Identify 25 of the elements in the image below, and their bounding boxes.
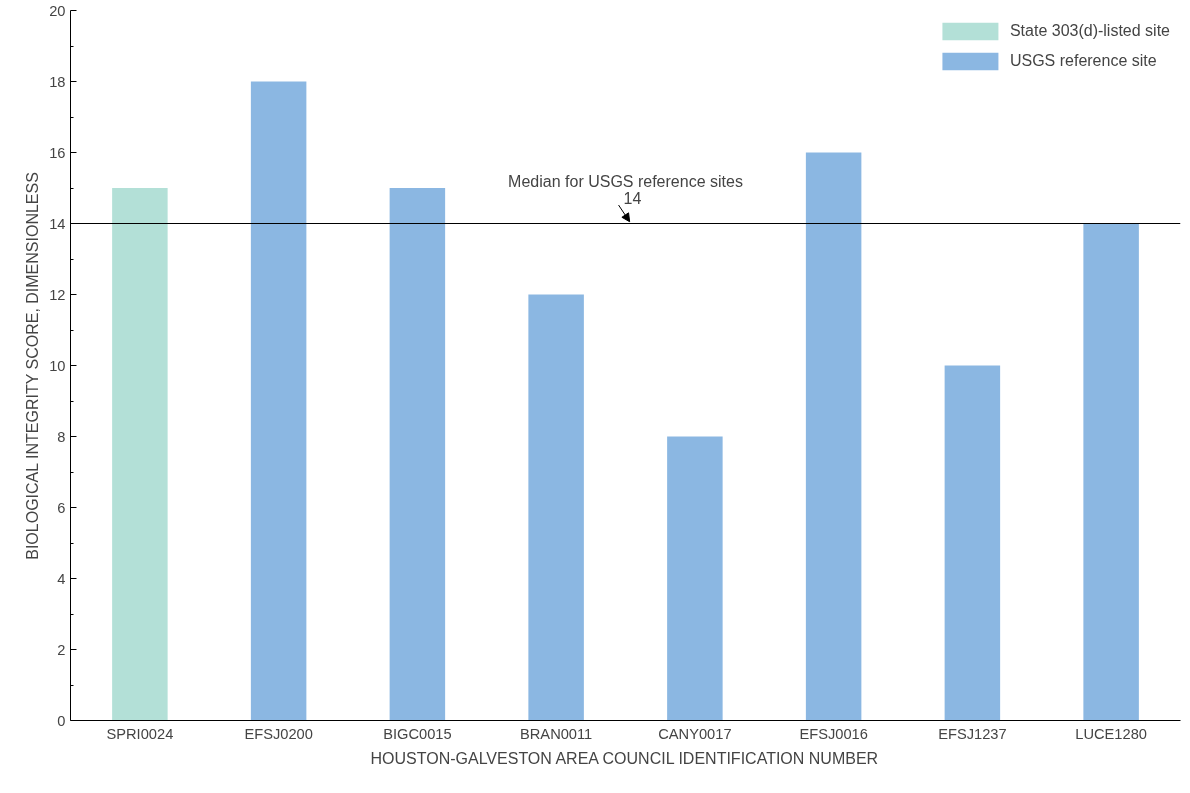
legend-label: USGS reference site (1009, 52, 1157, 70)
x-tick-label: SPRI0024 (106, 725, 174, 742)
y-tick-label: 12 (49, 286, 66, 303)
y-tick-label: 4 (57, 570, 66, 587)
y-axis-title: BIOLOGICAL INTEGRITY SCORE, DIMENSIONLESS (24, 172, 42, 560)
x-axis-title: HOUSTON-GALVESTON AREA COUNCIL IDENTIFICATION NUMBER (370, 749, 879, 767)
annotation: 14 (623, 189, 642, 207)
x-tick-label: EFSJ0016 (799, 725, 868, 742)
y-tick-label: 2 (57, 641, 66, 658)
legend-label: State 303(d)-listed site (1009, 22, 1170, 40)
y-tick-label: 10 (49, 357, 66, 374)
x-tick-label: CANY0017 (658, 725, 732, 742)
x-tick-label: LUCE1280 (1075, 725, 1147, 742)
x-tick-label: BRAN0011 (520, 725, 593, 742)
y-tick-label: 18 (49, 73, 66, 90)
y-tick-label: 16 (49, 144, 66, 161)
y-tick-label: 0 (57, 712, 66, 729)
x-tick-label: EFSJ1237 (938, 725, 1007, 742)
x-tick-label: BIGC0015 (383, 725, 452, 742)
x-tick-label: EFSJ0200 (244, 725, 313, 742)
y-tick-label: 8 (57, 428, 66, 445)
y-tick-label: 6 (57, 499, 66, 516)
ref-line-label: Median for USGS reference sites (508, 172, 743, 190)
y-tick-label: 20 (49, 2, 66, 19)
y-tick-label: 14 (49, 215, 66, 232)
